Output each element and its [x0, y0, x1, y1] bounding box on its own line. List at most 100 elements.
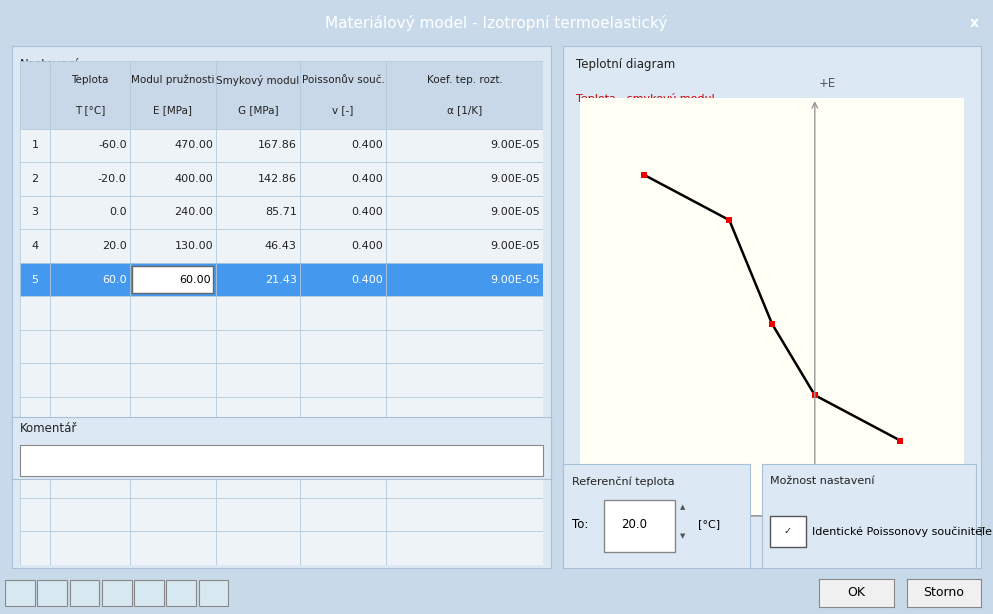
Text: Koef. tep. rozt.: Koef. tep. rozt. — [427, 75, 502, 85]
Bar — [134, 580, 164, 605]
Bar — [216, 498, 300, 531]
Bar — [20, 229, 51, 263]
Point — [721, 216, 737, 225]
Text: -20.0: -20.0 — [98, 174, 127, 184]
Bar — [130, 531, 216, 565]
Text: -60.0: -60.0 — [98, 141, 127, 150]
Bar — [386, 363, 543, 397]
Text: 20.0: 20.0 — [102, 241, 127, 251]
Bar — [51, 196, 130, 229]
Bar — [20, 430, 51, 464]
Bar — [386, 531, 543, 565]
Text: 0.400: 0.400 — [352, 141, 383, 150]
Bar — [20, 263, 51, 297]
Text: Možnost nastavení: Možnost nastavení — [771, 476, 875, 486]
Text: 85.71: 85.71 — [265, 208, 297, 217]
Bar — [130, 263, 216, 297]
Bar — [300, 61, 386, 128]
Text: 20.0: 20.0 — [622, 518, 647, 530]
Text: 9.00E-05: 9.00E-05 — [491, 274, 540, 284]
Text: 0.400: 0.400 — [352, 208, 383, 217]
Bar — [386, 196, 543, 229]
Text: 0.400: 0.400 — [352, 174, 383, 184]
Bar — [167, 580, 197, 605]
Text: E [MPa]: E [MPa] — [154, 105, 193, 115]
Bar — [386, 61, 543, 128]
Point — [636, 170, 651, 180]
Bar — [20, 363, 51, 397]
Bar — [51, 61, 130, 128]
Bar — [51, 464, 130, 498]
Bar — [216, 61, 300, 128]
Bar — [216, 229, 300, 263]
Bar — [51, 297, 130, 330]
Bar — [386, 128, 543, 162]
Text: 400.00: 400.00 — [174, 174, 213, 184]
Bar — [130, 162, 216, 196]
Text: α [1/K]: α [1/K] — [447, 105, 483, 115]
Bar — [771, 516, 805, 547]
Text: Nastavení: Nastavení — [20, 58, 79, 71]
Text: ▼: ▼ — [680, 534, 685, 540]
Bar — [216, 430, 300, 464]
Text: 46.43: 46.43 — [265, 241, 297, 251]
Bar — [102, 580, 131, 605]
Bar — [51, 363, 130, 397]
Text: Teplota: Teplota — [71, 75, 108, 85]
Text: Modul pružnosti: Modul pružnosti — [131, 75, 214, 85]
Bar — [20, 162, 51, 196]
Bar — [386, 162, 543, 196]
Bar — [51, 531, 130, 565]
Bar — [130, 430, 216, 464]
Bar — [20, 330, 51, 363]
Text: 60.00: 60.00 — [180, 274, 211, 284]
Text: To:: To: — [572, 518, 589, 530]
Bar — [216, 363, 300, 397]
Bar — [130, 61, 216, 128]
Text: Referenční teplota: Referenční teplota — [572, 476, 675, 487]
Text: Smykový modul: Smykový modul — [216, 75, 300, 86]
Bar — [130, 196, 216, 229]
Bar — [130, 464, 216, 498]
Bar — [199, 580, 228, 605]
Text: 470.00: 470.00 — [174, 141, 213, 150]
Text: 9.00E-05: 9.00E-05 — [491, 241, 540, 251]
Text: 2: 2 — [32, 174, 39, 184]
Bar — [386, 229, 543, 263]
Bar — [216, 128, 300, 162]
Bar — [605, 500, 675, 553]
Text: T [°C]: T [°C] — [74, 105, 105, 115]
Text: 0.400: 0.400 — [352, 274, 383, 284]
Bar — [300, 498, 386, 531]
Bar — [216, 464, 300, 498]
Text: 4: 4 — [32, 241, 39, 251]
Text: 167.86: 167.86 — [258, 141, 297, 150]
Bar — [386, 330, 543, 363]
Text: x: x — [969, 16, 979, 30]
Text: 142.86: 142.86 — [258, 174, 297, 184]
Bar — [130, 297, 216, 330]
Bar — [20, 397, 51, 430]
Text: -T: -T — [565, 526, 576, 539]
Text: 130.00: 130.00 — [175, 241, 213, 251]
Text: +E: +E — [819, 77, 836, 90]
Bar — [386, 397, 543, 430]
Bar — [51, 128, 130, 162]
Bar — [300, 263, 386, 297]
Bar — [300, 330, 386, 363]
Bar — [130, 363, 216, 397]
Bar — [51, 330, 130, 363]
Bar — [20, 196, 51, 229]
Text: 60.0: 60.0 — [102, 274, 127, 284]
Bar — [51, 162, 130, 196]
Text: 3: 3 — [32, 208, 39, 217]
Bar — [300, 363, 386, 397]
Bar — [20, 498, 51, 531]
Bar — [51, 430, 130, 464]
Bar — [216, 330, 300, 363]
Bar — [20, 531, 51, 565]
Bar — [300, 430, 386, 464]
Bar — [300, 229, 386, 263]
Bar — [20, 445, 543, 476]
Text: 9.00E-05: 9.00E-05 — [491, 174, 540, 184]
